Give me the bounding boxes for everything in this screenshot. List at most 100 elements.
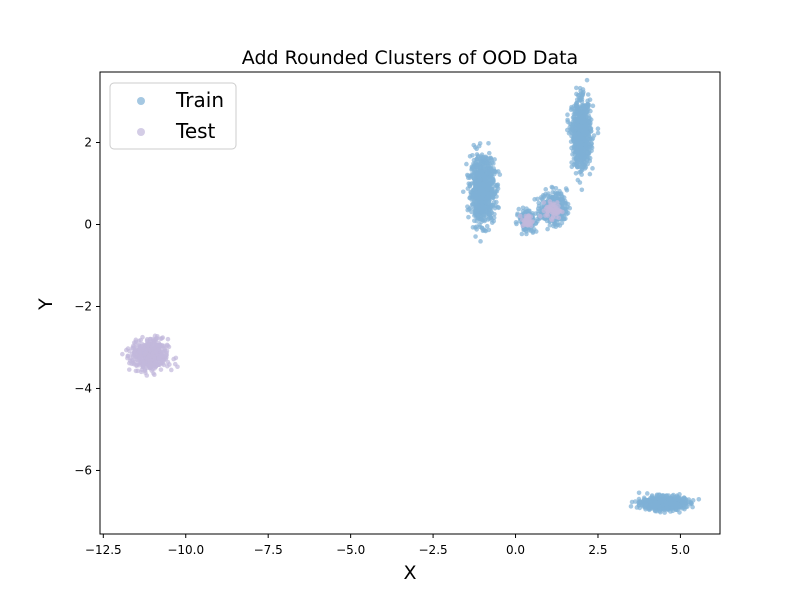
train-point — [479, 199, 485, 205]
train-point — [586, 124, 592, 130]
y-tick-label: −6 — [74, 463, 92, 477]
legend-label-train: Train — [175, 88, 224, 112]
train-point — [577, 180, 583, 185]
test-point — [167, 362, 172, 367]
train-point — [668, 498, 674, 503]
train-point — [657, 508, 663, 514]
train-point — [490, 195, 496, 201]
train-point — [477, 164, 483, 170]
train-point — [556, 191, 562, 197]
train-point — [490, 202, 495, 208]
x-tick-label: 2.5 — [588, 543, 607, 557]
train-point — [579, 187, 585, 193]
train-point — [484, 160, 489, 166]
x-axis-ticks: −12.5 −10.0 −7.5 −5.0 −2.5 0.0 2.5 5.0 — [85, 534, 690, 557]
train-point — [677, 510, 682, 515]
test-point — [517, 213, 523, 219]
train-point — [546, 191, 551, 196]
train-point — [472, 168, 477, 173]
train-point — [645, 506, 651, 511]
test-point — [525, 220, 531, 225]
x-tick-label: −5.0 — [336, 543, 365, 557]
test-point — [152, 372, 157, 378]
train-point — [489, 190, 494, 195]
train-point — [476, 206, 482, 212]
test-point — [160, 349, 166, 354]
train-point — [565, 112, 570, 117]
train-point — [487, 171, 493, 177]
series-train — [460, 77, 702, 515]
train-point — [542, 193, 547, 199]
test-point — [133, 368, 139, 374]
legend: Train Test — [109, 82, 237, 150]
train-point — [577, 112, 582, 117]
test-point — [146, 341, 151, 347]
test-point — [147, 360, 152, 365]
test-point — [158, 360, 164, 366]
test-point — [541, 208, 547, 214]
train-point — [654, 501, 659, 506]
test-point — [554, 214, 559, 220]
y-axis-ticks: −6 −4 −2 0 2 — [74, 136, 100, 477]
train-point — [574, 97, 580, 102]
train-point — [480, 181, 486, 187]
test-point — [553, 209, 559, 215]
train-point — [474, 156, 480, 162]
train-point — [550, 185, 555, 191]
test-point — [143, 350, 149, 355]
train-point — [479, 152, 485, 158]
test-point — [151, 353, 157, 359]
train-point — [636, 500, 641, 505]
train-point — [654, 508, 659, 514]
train-point — [486, 227, 492, 233]
train-point — [496, 205, 501, 211]
train-point — [551, 223, 556, 229]
train-point — [573, 116, 578, 122]
test-point — [136, 356, 142, 362]
x-tick-label: −10.0 — [167, 543, 204, 557]
train-point — [535, 196, 540, 202]
train-point — [467, 183, 473, 189]
series-test — [120, 199, 565, 378]
test-point — [156, 355, 161, 361]
train-point — [491, 215, 497, 221]
train-point — [536, 200, 541, 206]
train-point — [553, 193, 558, 199]
train-point — [572, 122, 577, 127]
test-point — [126, 367, 132, 372]
test-point — [137, 349, 143, 354]
test-point — [147, 365, 153, 371]
train-point — [590, 166, 595, 171]
train-point — [464, 161, 469, 167]
train-point — [472, 218, 477, 224]
train-point — [524, 231, 529, 237]
train-point — [481, 192, 486, 198]
test-point — [556, 203, 561, 209]
train-point — [642, 496, 647, 502]
test-point — [133, 347, 138, 353]
train-point — [581, 119, 586, 125]
train-point — [478, 239, 483, 244]
train-point — [657, 499, 663, 505]
train-point — [475, 170, 480, 176]
train-point — [574, 85, 579, 91]
test-point — [545, 209, 551, 215]
test-point — [153, 349, 159, 355]
test-point — [136, 342, 141, 348]
train-point — [579, 164, 585, 170]
train-point — [575, 135, 580, 141]
train-point — [484, 223, 490, 229]
test-point — [150, 346, 156, 352]
train-point — [653, 496, 658, 501]
train-point — [565, 119, 571, 125]
train-point — [585, 161, 590, 167]
train-point — [672, 497, 678, 503]
train-point — [492, 189, 498, 194]
train-point — [628, 504, 634, 509]
train-point — [577, 85, 583, 91]
train-point — [574, 91, 579, 97]
train-point — [474, 227, 479, 232]
train-point — [677, 495, 682, 501]
train-point — [555, 220, 560, 226]
